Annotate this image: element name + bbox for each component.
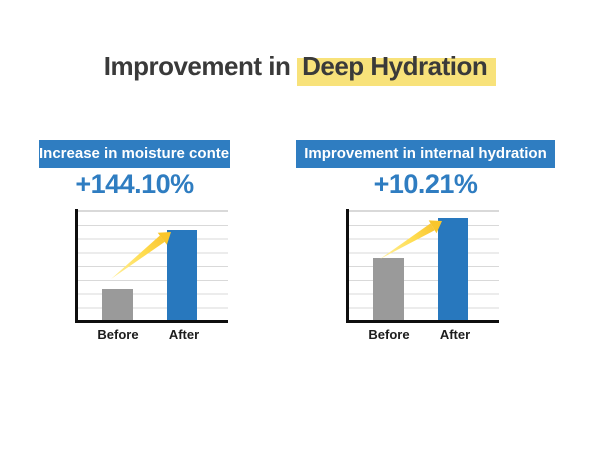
growth-arrow-icon [380, 220, 442, 259]
y-axis [346, 209, 349, 323]
page-title: Improvement in Deep Hydration [0, 47, 600, 86]
left-plot-area [78, 209, 228, 320]
left-panel-percent-value: +144.10% [75, 169, 194, 199]
bar-before [373, 257, 404, 320]
x-tick-label-after: After [439, 327, 471, 342]
bar-after [167, 230, 197, 320]
page-title-prefix: Improvement in [103, 51, 298, 81]
bar-after [438, 217, 468, 320]
x-tick-label-after: After [168, 327, 200, 342]
left-panel-banner: Increase in moisture content [39, 140, 243, 168]
right-panel-percent-value: +10.21% [373, 169, 478, 199]
x-tick-label-before: Before [368, 327, 410, 342]
page-title-highlight: Deep Hydration [297, 51, 497, 86]
bar-before [102, 288, 133, 320]
left-bar-chart: Before After [75, 209, 228, 349]
right-plot-area [349, 209, 499, 320]
right-bar-chart: Before After [346, 209, 499, 349]
y-axis [75, 209, 78, 323]
x-axis [75, 320, 228, 323]
x-axis [346, 320, 499, 323]
x-tick-label-before: Before [97, 327, 139, 342]
right-panel-banner: Improvement in internal hydration [296, 140, 555, 168]
growth-arrow-icon [111, 232, 171, 279]
